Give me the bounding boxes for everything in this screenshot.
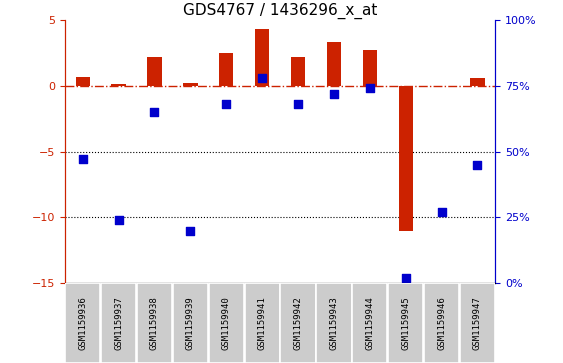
Point bbox=[329, 91, 338, 97]
FancyBboxPatch shape bbox=[65, 283, 100, 363]
Point bbox=[365, 86, 374, 91]
FancyBboxPatch shape bbox=[137, 283, 172, 363]
Point bbox=[401, 275, 410, 281]
Bar bbox=[183, 83, 198, 86]
Point bbox=[258, 75, 267, 81]
FancyBboxPatch shape bbox=[173, 283, 208, 363]
Bar bbox=[363, 50, 377, 86]
Bar bbox=[219, 53, 234, 86]
Text: GSM1159937: GSM1159937 bbox=[114, 296, 123, 350]
Point bbox=[293, 101, 302, 107]
Bar bbox=[291, 57, 305, 86]
FancyBboxPatch shape bbox=[424, 283, 459, 363]
Bar bbox=[399, 86, 413, 231]
Point bbox=[150, 109, 159, 115]
Point bbox=[222, 101, 231, 107]
Text: GSM1159944: GSM1159944 bbox=[365, 296, 374, 350]
Bar bbox=[111, 85, 126, 86]
FancyBboxPatch shape bbox=[244, 283, 280, 363]
Text: GSM1159941: GSM1159941 bbox=[258, 296, 267, 350]
FancyBboxPatch shape bbox=[388, 283, 423, 363]
Text: GSM1159945: GSM1159945 bbox=[401, 296, 410, 350]
Point bbox=[114, 217, 123, 223]
Bar bbox=[470, 78, 485, 86]
Text: GSM1159947: GSM1159947 bbox=[473, 296, 482, 350]
Title: GDS4767 / 1436296_x_at: GDS4767 / 1436296_x_at bbox=[183, 3, 377, 19]
Point bbox=[473, 162, 482, 168]
Text: GSM1159938: GSM1159938 bbox=[150, 296, 159, 350]
FancyBboxPatch shape bbox=[460, 283, 495, 363]
Bar bbox=[75, 77, 90, 86]
Point bbox=[437, 209, 446, 215]
FancyBboxPatch shape bbox=[101, 283, 136, 363]
FancyBboxPatch shape bbox=[280, 283, 316, 363]
Point bbox=[186, 228, 195, 233]
Text: GSM1159942: GSM1159942 bbox=[293, 296, 302, 350]
Text: GSM1159943: GSM1159943 bbox=[329, 296, 338, 350]
Bar bbox=[327, 42, 341, 86]
Point bbox=[78, 156, 87, 162]
Text: GSM1159939: GSM1159939 bbox=[186, 296, 195, 350]
Text: GSM1159940: GSM1159940 bbox=[222, 296, 231, 350]
FancyBboxPatch shape bbox=[352, 283, 387, 363]
Text: GSM1159936: GSM1159936 bbox=[78, 296, 87, 350]
Text: GSM1159946: GSM1159946 bbox=[437, 296, 446, 350]
FancyBboxPatch shape bbox=[316, 283, 351, 363]
FancyBboxPatch shape bbox=[209, 283, 244, 363]
Bar bbox=[255, 29, 269, 86]
Bar bbox=[148, 57, 162, 86]
